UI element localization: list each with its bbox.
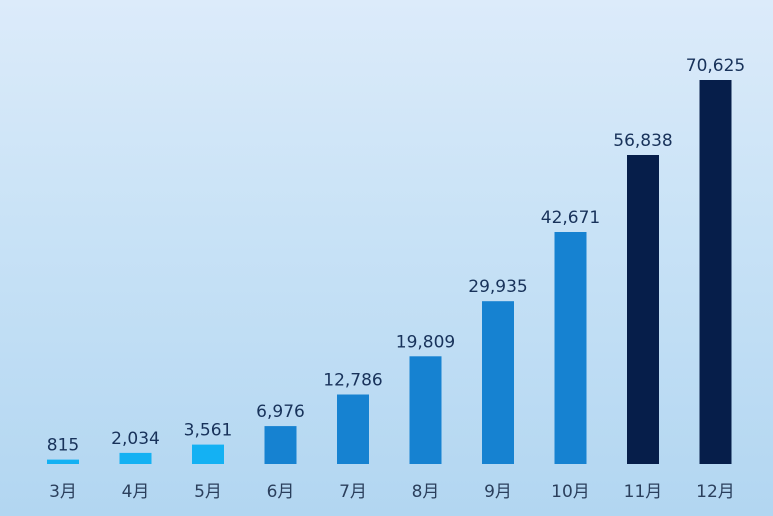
bar-value-label: 42,671 — [541, 208, 600, 228]
bar-12月 — [699, 80, 732, 464]
bar-5月 — [192, 444, 224, 464]
x-tick-label: 8月 — [412, 482, 440, 502]
bar-value-label: 29,935 — [468, 277, 527, 297]
x-tick-label: 9月 — [484, 482, 512, 502]
x-tick-label: 5月 — [194, 482, 222, 502]
bar-9月 — [482, 301, 514, 464]
bar-value-label: 19,809 — [396, 332, 455, 352]
bars-group — [47, 80, 732, 464]
bar-value-label: 56,838 — [613, 131, 672, 151]
x-tick-label: 12月 — [696, 482, 735, 502]
x-tick-label: 10月 — [551, 482, 590, 502]
value-labels-group: 815 2,034 3,561 6,976 12,786 19,809 29,935 42,6… — [47, 56, 745, 456]
bar-10月 — [554, 232, 587, 464]
bar-value-label: 2,034 — [111, 429, 160, 449]
bar-6月 — [264, 426, 297, 464]
x-tick-label: 6月 — [267, 482, 295, 502]
bar-value-label: 815 — [47, 436, 79, 456]
bar-value-label: 70,625 — [686, 56, 745, 76]
x-tick-label: 4月 — [122, 482, 150, 502]
bar-7月 — [337, 394, 369, 464]
x-tick-label: 11月 — [624, 482, 663, 502]
bar-4月 — [119, 452, 152, 464]
bar-value-label: 3,561 — [184, 421, 233, 441]
bar-value-label: 6,976 — [256, 402, 305, 422]
x-tick-label: 3月 — [49, 482, 77, 502]
x-tick-label: 7月 — [339, 482, 367, 502]
x-tick-labels-group: 3月 4月 5月 6月 7月 8月 9月 10月 11月 12月 — [49, 482, 735, 502]
bar-11月 — [627, 155, 659, 464]
bar-3月 — [47, 459, 79, 464]
bar-8月 — [409, 356, 442, 464]
bar-value-label: 12,786 — [323, 371, 382, 391]
